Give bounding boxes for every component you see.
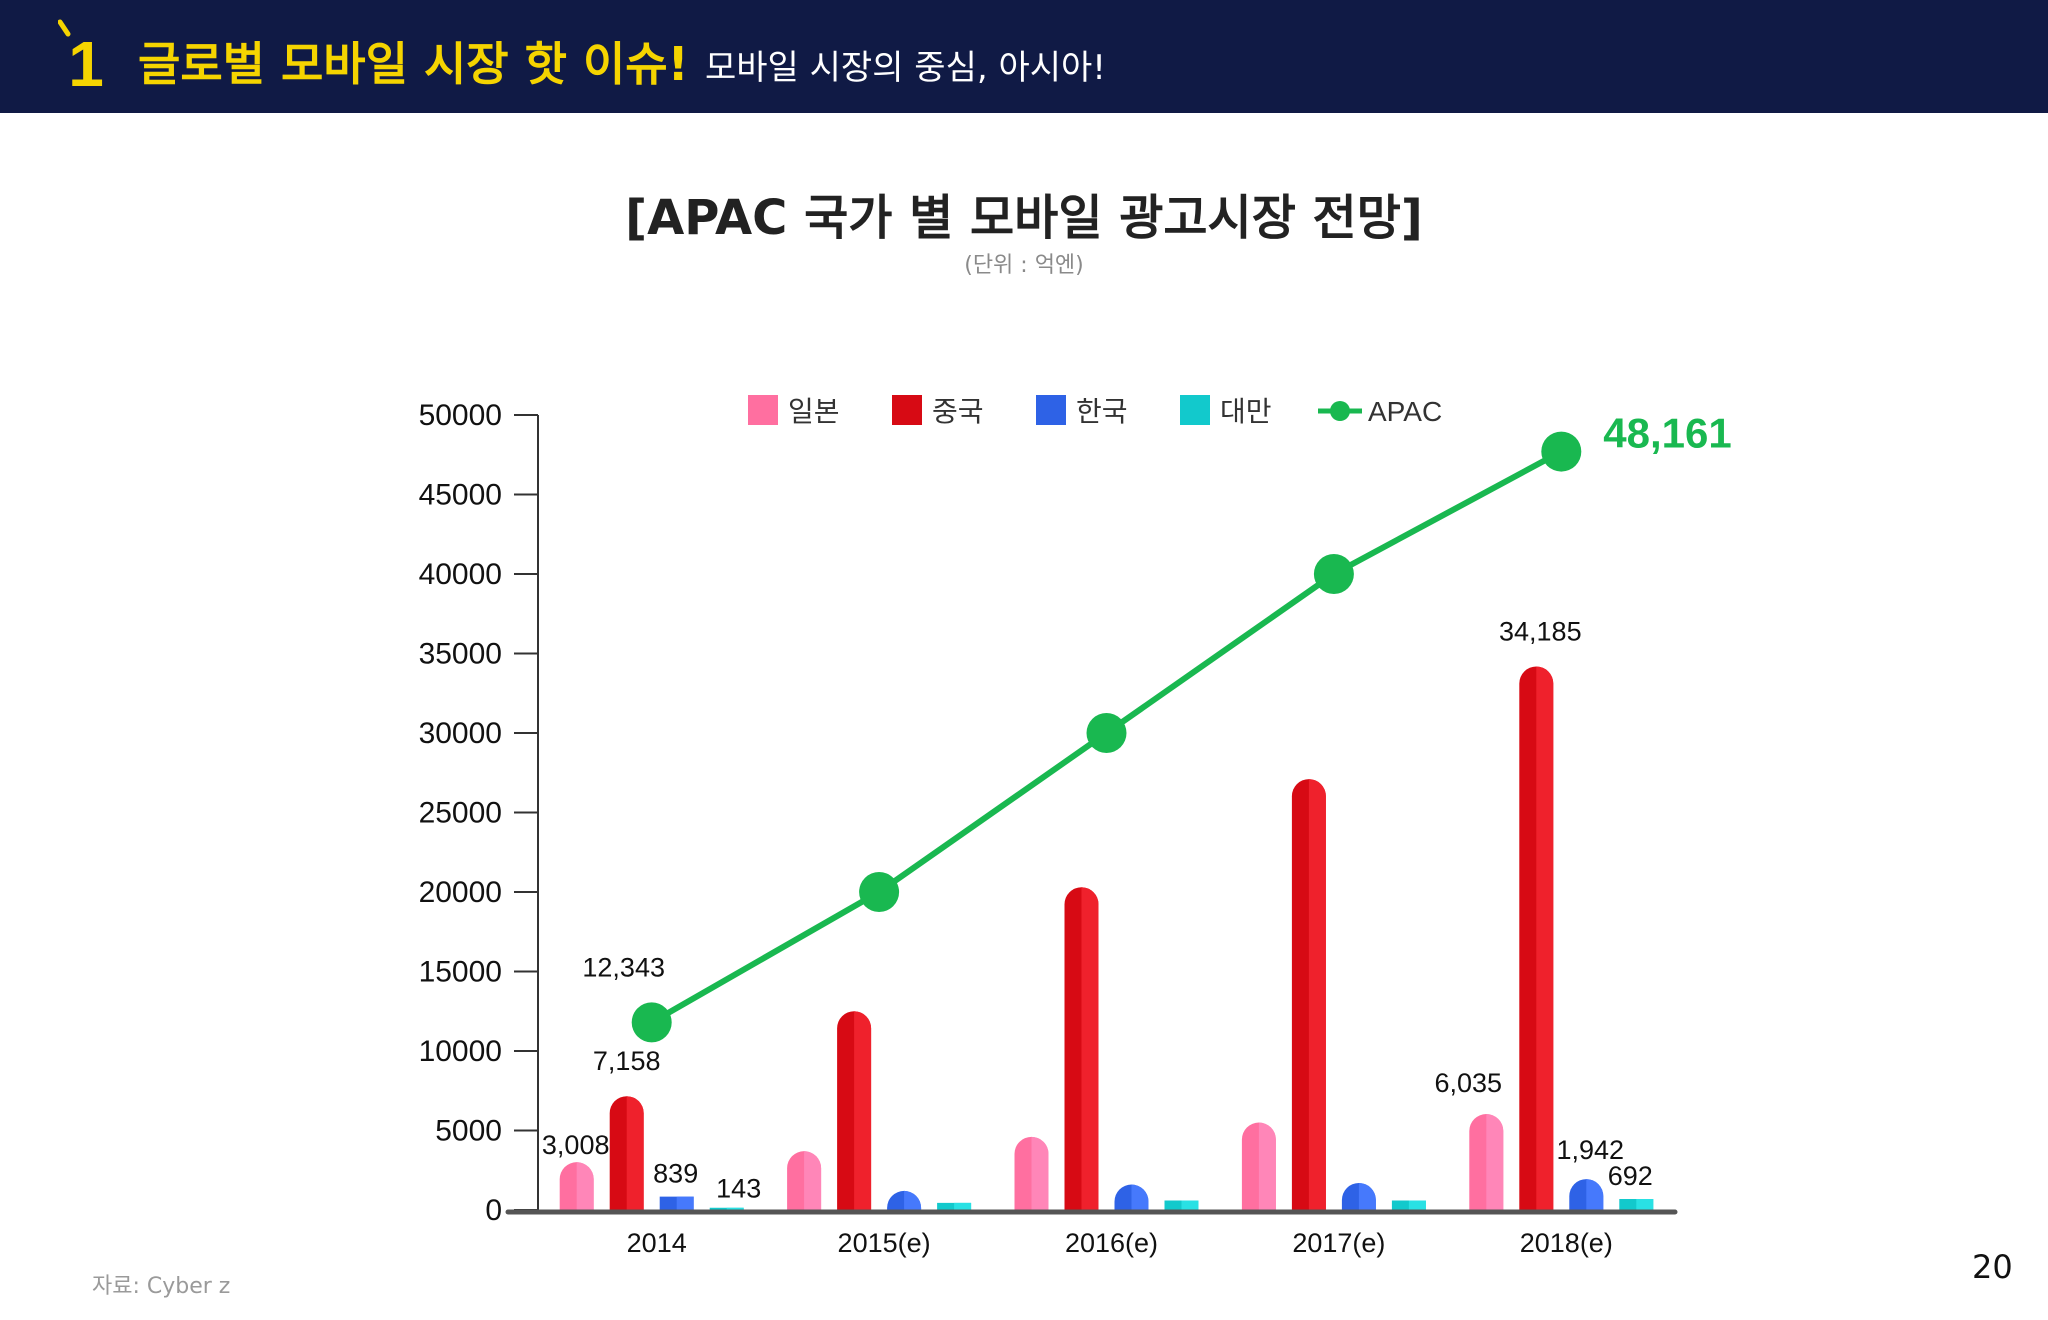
data-label-일본-2018(e): 6,035 (1435, 1068, 1503, 1098)
bar-highlight (576, 1162, 594, 1210)
legend-label-일본: 일본 (788, 396, 840, 427)
y-tick-label: 40000 (419, 558, 502, 591)
bar-highlight (1131, 1184, 1149, 1210)
bar-highlight (626, 1096, 644, 1210)
y-tick-label: 10000 (419, 1035, 502, 1068)
data-label-대만-2018(e): 692 (1608, 1161, 1653, 1191)
legend-swatch-중국 (892, 395, 922, 425)
header-subtitle: 모바일 시장의 중심, 아시아! (705, 48, 1106, 88)
apac-point-2018(e) (1541, 431, 1582, 472)
bar-highlight (1536, 666, 1554, 1210)
data-label-APAC-2014: 12,343 (582, 952, 665, 982)
x-tick-label: 2015(e) (838, 1228, 931, 1258)
legend-label-APAC: APAC (1368, 396, 1442, 427)
data-label-중국-2014: 7,158 (593, 1046, 661, 1076)
bar-highlight (1081, 887, 1099, 1210)
bar-highlight (854, 1011, 872, 1210)
apac-point-2017(e) (1313, 554, 1354, 594)
y-tick-label: 0 (485, 1194, 502, 1227)
legend-swatch-한국 (1036, 395, 1066, 425)
legend-swatch-일본 (748, 395, 778, 425)
x-tick-label: 2014 (627, 1228, 687, 1258)
data-label-한국-2018(e): 1,942 (1557, 1135, 1625, 1165)
y-tick-label: 5000 (435, 1115, 502, 1148)
data-label-중국-2018(e): 34,185 (1499, 616, 1582, 646)
bar-highlight (726, 1207, 744, 1210)
x-tick-label: 2016(e) (1065, 1228, 1158, 1258)
page-number: 20 (1972, 1248, 2013, 1286)
legend-swatch-대만 (1180, 395, 1210, 425)
bar-highlight (1308, 779, 1326, 1210)
y-tick-label: 35000 (419, 638, 502, 671)
legend-marker-APAC (1330, 401, 1350, 421)
legend-label-대만: 대만 (1220, 396, 1272, 427)
bar-highlight (1031, 1136, 1049, 1210)
bar-highlight (804, 1151, 822, 1210)
y-tick-label: 25000 (419, 797, 502, 830)
x-tick-label: 2018(e) (1520, 1228, 1613, 1258)
section-number-mark: 1 (58, 19, 104, 94)
x-tick-label: 2017(e) (1292, 1228, 1385, 1258)
legend-label-한국: 한국 (1076, 396, 1128, 427)
bar-highlight (1486, 1114, 1504, 1210)
header-title: 글로벌 모바일 시장 핫 이슈! (138, 37, 689, 91)
data-label-APAC-2018(e): 48,161 (1603, 410, 1731, 457)
bar-highlight (1258, 1122, 1276, 1210)
bar-highlight (1636, 1198, 1654, 1210)
y-tick-label: 30000 (419, 717, 502, 750)
bar-highlight (954, 1202, 972, 1210)
apac-point-2014 (631, 1002, 672, 1043)
y-tick-label: 50000 (419, 399, 502, 432)
data-label-대만-2014: 143 (716, 1174, 761, 1204)
legend-label-중국: 중국 (932, 396, 984, 427)
source-note: 자료: Cyber z (92, 1274, 231, 1299)
data-label-일본-2014: 3,008 (542, 1130, 610, 1160)
bar-highlight (1181, 1200, 1199, 1210)
bar-highlight (676, 1196, 694, 1210)
y-tick-label: 15000 (419, 956, 502, 989)
apac-point-2016(e) (1086, 713, 1127, 753)
y-tick-label: 20000 (419, 876, 502, 909)
bar-highlight (1586, 1179, 1604, 1210)
slide-header: 1 글로벌 모바일 시장 핫 이슈! 모바일 시장의 중심, 아시아! (0, 0, 2048, 113)
chart-title: [APAC 국가 별 모바일 광고시장 전망] (625, 190, 1423, 246)
bar-highlight (904, 1190, 922, 1210)
section-number: 1 (68, 28, 104, 94)
y-tick-label: 45000 (419, 479, 502, 512)
apac-point-2015(e) (859, 872, 900, 912)
data-label-한국-2014: 839 (653, 1159, 698, 1189)
bar-highlight (1358, 1182, 1376, 1210)
chart-unit: (단위 : 억엔) (964, 253, 1084, 278)
bar-highlight (1408, 1200, 1426, 1210)
